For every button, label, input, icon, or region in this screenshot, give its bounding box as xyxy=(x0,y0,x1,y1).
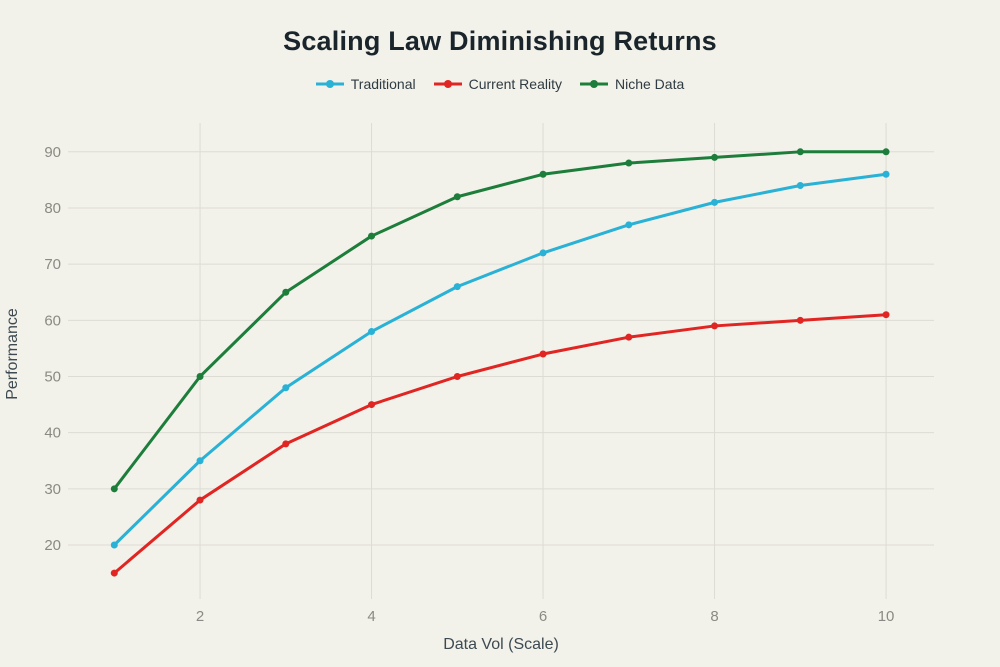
chart-title: Scaling Law Diminishing Returns xyxy=(283,26,717,56)
data-point-current-reality-x9 xyxy=(796,316,804,324)
data-point-niche-data-x1 xyxy=(110,485,118,493)
data-point-current-reality-x2 xyxy=(196,496,204,504)
x-tick-label-6: 6 xyxy=(539,608,547,625)
y-tick-label-30: 30 xyxy=(44,481,61,498)
data-point-niche-data-x10 xyxy=(882,148,890,156)
series-line-current-reality xyxy=(112,313,888,575)
legend-item-traditional[interactable]: Traditional xyxy=(315,76,416,92)
data-point-traditional-x6 xyxy=(539,249,547,257)
x-tick-label-4: 4 xyxy=(367,608,375,625)
x-axis-title: Data Vol (Scale) xyxy=(443,636,559,653)
data-point-traditional-x8 xyxy=(711,198,719,206)
legend: Traditional Current Reality Niche Data xyxy=(0,76,1000,92)
data-point-traditional-x9 xyxy=(796,182,804,190)
y-tick-label-20: 20 xyxy=(44,537,61,554)
data-point-traditional-x5 xyxy=(453,283,461,291)
legend-label-traditional: Traditional xyxy=(350,76,416,92)
legend-marker-traditional xyxy=(315,80,344,88)
data-point-traditional-x10 xyxy=(882,170,890,178)
data-point-traditional-x3 xyxy=(282,384,290,392)
data-point-traditional-x1 xyxy=(110,541,118,549)
data-point-niche-data-x5 xyxy=(453,193,461,201)
series-line-niche-data xyxy=(112,150,888,491)
data-point-niche-data-x7 xyxy=(625,159,633,167)
legend-label-current-reality: Current Reality xyxy=(468,76,562,92)
data-point-current-reality-x10 xyxy=(882,311,890,319)
data-point-niche-data-x6 xyxy=(539,170,547,178)
series-line-traditional xyxy=(112,172,888,547)
data-point-current-reality-x8 xyxy=(711,322,719,330)
data-point-traditional-x4 xyxy=(368,328,376,336)
y-tick-label-70: 70 xyxy=(44,256,61,273)
y-tick-label-50: 50 xyxy=(44,368,61,385)
data-point-current-reality-x5 xyxy=(453,372,461,380)
legend-marker-current-reality xyxy=(433,80,462,88)
legend-marker-niche-data xyxy=(579,80,608,88)
data-point-niche-data-x4 xyxy=(368,232,376,240)
x-tick-label-10: 10 xyxy=(878,608,895,625)
data-point-current-reality-x4 xyxy=(368,401,376,409)
y-tick-label-40: 40 xyxy=(44,425,61,442)
data-point-current-reality-x6 xyxy=(539,350,547,358)
y-tick-label-80: 80 xyxy=(44,200,61,217)
data-point-niche-data-x3 xyxy=(282,288,290,296)
x-tick-label-2: 2 xyxy=(196,608,204,625)
legend-label-niche-data: Niche Data xyxy=(614,76,685,92)
legend-item-niche-data[interactable]: Niche Data xyxy=(579,76,685,92)
data-point-traditional-x7 xyxy=(625,221,633,229)
x-tick-label-8: 8 xyxy=(710,608,718,625)
y-tick-label-60: 60 xyxy=(44,312,61,329)
data-point-current-reality-x3 xyxy=(282,440,290,448)
data-point-current-reality-x1 xyxy=(110,569,118,577)
y-tick-label-90: 90 xyxy=(44,144,61,161)
legend-item-current-reality[interactable]: Current Reality xyxy=(433,76,562,92)
data-point-niche-data-x2 xyxy=(196,372,204,380)
y-axis-title: Performance xyxy=(4,308,21,400)
data-point-traditional-x2 xyxy=(196,457,204,465)
data-point-niche-data-x9 xyxy=(796,148,804,156)
data-point-current-reality-x7 xyxy=(625,333,633,341)
data-point-niche-data-x8 xyxy=(711,153,719,161)
